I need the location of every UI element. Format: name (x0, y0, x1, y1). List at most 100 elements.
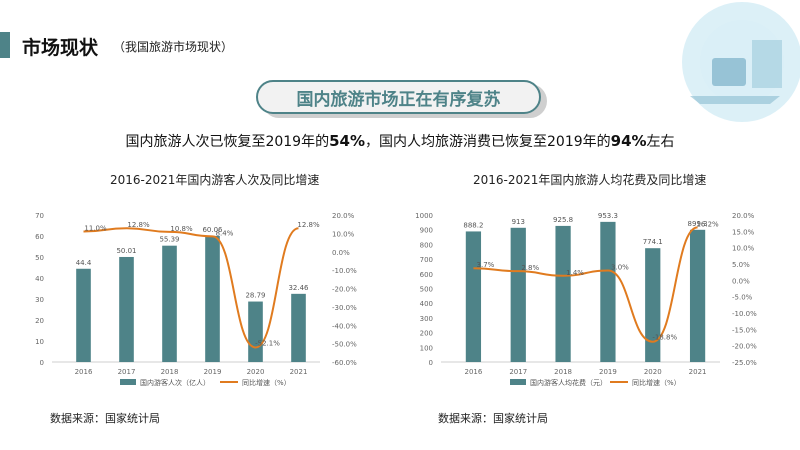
line-value-label: 11.0% (84, 225, 107, 233)
legend-bar-label: 国内游客人次（亿人） (140, 378, 210, 387)
chart2-source: 数据来源：国家统计局 (438, 412, 548, 425)
banner-text: 国内旅游市场正在有序复苏 (296, 89, 501, 110)
page-title: 市场现状 (22, 37, 99, 59)
y-left-tick-label: 50 (35, 254, 44, 262)
bar (465, 231, 482, 362)
y-left-tick-label: 100 (420, 344, 433, 352)
y-left-tick-label: 300 (420, 315, 433, 323)
y-right-tick-label: -50.0% (332, 341, 357, 349)
legend-bar-label: 国内游客人均花费（元） (530, 378, 607, 387)
y-right-tick-label: 10.0% (332, 230, 355, 238)
bar-value-label: 888.2 (463, 221, 483, 229)
x-tick-label: 2019 (204, 368, 222, 376)
y-right-tick-label: -60.0% (332, 359, 357, 367)
bar (76, 268, 91, 362)
chart2-spending: 0 100 200 300 400 500 600 700 800 900 1000 -25.0% -2… (415, 212, 757, 387)
y-right-tick-label: -40.0% (332, 322, 357, 330)
y-right-tick-label: 0.0% (732, 277, 750, 285)
bar (600, 221, 616, 362)
y-right-tick-label: -30.0% (332, 304, 357, 312)
growth-line (83, 227, 299, 349)
y-right-tick-label: 20.0% (732, 212, 755, 220)
line-value-label: 3.0% (611, 264, 629, 272)
y-right-tick-label: -20.0% (332, 286, 357, 294)
x-tick-label: 2018 (161, 368, 179, 376)
y-left-tick-label: 200 (420, 330, 433, 338)
growth-line (473, 226, 698, 343)
y-right-tick-label: 5.0% (732, 261, 750, 269)
line-value-label: -18.8% (652, 334, 677, 342)
chart1-title: 2016-2021年国内游客人次及同比增速 (110, 173, 320, 187)
y-left-tick-label: 600 (420, 271, 433, 279)
bar (291, 293, 306, 362)
y-right-tick-label: -25.0% (732, 359, 757, 367)
y-left-tick-label: 1000 (415, 212, 433, 220)
line-value-label: 12.8% (127, 221, 150, 229)
tower-icon (752, 40, 782, 88)
line-value-label: 1.4% (566, 269, 584, 277)
y-right-tick-label: -10.0% (332, 267, 357, 275)
line-value-label: 16.2% (696, 220, 719, 228)
page-subtitle: （我国旅游市场现状） (113, 40, 234, 54)
y-right-tick-label: -10.0% (732, 310, 757, 318)
legend-line-label: 同比增速（%） (632, 378, 681, 387)
line-value-label: 3.7% (477, 261, 495, 269)
y-left-tick-label: 10 (35, 338, 44, 346)
header-accent-bar (0, 32, 10, 58)
bar (162, 245, 177, 362)
ship-icon (690, 96, 780, 104)
chart1-visitors: 0 10 20 30 40 50 60 70 -60.0% -50.0% -40.0% -30.0% -… (35, 212, 357, 387)
y-right-tick-label: 15.0% (732, 228, 755, 236)
y-left-tick-label: 40 (35, 275, 44, 283)
x-tick-label: 2021 (290, 368, 308, 376)
bar (205, 235, 220, 362)
legend-bar-swatch (510, 379, 526, 385)
y-left-tick-label: 900 (420, 227, 433, 235)
y-left-tick-label: 400 (420, 300, 433, 308)
headline-pct1: 54% (329, 132, 365, 150)
line-value-label: 12.8% (297, 221, 320, 229)
line-value-label: 10.8% (170, 225, 193, 233)
x-tick-label: 2021 (689, 368, 707, 376)
y-left-tick-label: 0 (40, 359, 44, 367)
x-tick-label: 2016 (465, 368, 483, 376)
bar (555, 225, 571, 362)
chart2-title: 2016-2021年国内旅游人均花费及同比增速 (473, 173, 707, 187)
headline-pct2: 94% (610, 132, 647, 150)
legend-line-label: 同比增速（%） (242, 378, 291, 387)
headline-part3: 左右 (646, 134, 675, 150)
y-left-tick-label: 60 (35, 233, 44, 241)
x-tick-label: 2019 (599, 368, 617, 376)
y-left-tick-label: 0 (429, 359, 433, 367)
legend-bar-swatch (120, 379, 136, 385)
banner: 国内旅游市场正在有序复苏 (256, 80, 541, 114)
y-left-tick-label: 700 (420, 256, 433, 264)
suitcase-icon (712, 58, 746, 86)
y-right-tick-label: 0.0% (332, 249, 350, 257)
y-right-tick-label: 10.0% (732, 245, 755, 253)
y-left-tick-label: 500 (420, 286, 433, 294)
bar-value-label: 32.46 (288, 284, 309, 292)
bar-value-label: 899.3 (688, 220, 708, 228)
x-tick-label: 2020 (247, 368, 265, 376)
y-left-tick-label: 800 (420, 241, 433, 249)
line-value-label: 8.4% (216, 229, 234, 237)
bar-value-label: 774.1 (643, 238, 663, 246)
bar-value-label: 953.3 (598, 212, 618, 220)
x-tick-label: 2018 (554, 368, 572, 376)
bar (689, 229, 706, 362)
y-right-tick-label: -20.0% (732, 343, 757, 351)
bar-value-label: 44.4 (76, 259, 92, 267)
line-value-label: 2.8% (521, 264, 539, 272)
bar-value-label: 55.39 (159, 236, 179, 244)
headline-part2: ，国内人均旅游消费已恢复至2019年的 (365, 134, 611, 150)
x-tick-label: 2020 (644, 368, 662, 376)
y-left-tick-label: 20 (35, 317, 44, 325)
x-tick-label: 2016 (75, 368, 93, 376)
y-right-tick-label: -15.0% (732, 326, 757, 334)
line-value-label: -52.1% (255, 339, 280, 347)
x-tick-label: 2017 (118, 368, 136, 376)
y-left-tick-label: 30 (35, 296, 44, 304)
y-right-tick-label: -5.0% (732, 294, 753, 302)
bar-value-label: 28.79 (245, 292, 265, 300)
